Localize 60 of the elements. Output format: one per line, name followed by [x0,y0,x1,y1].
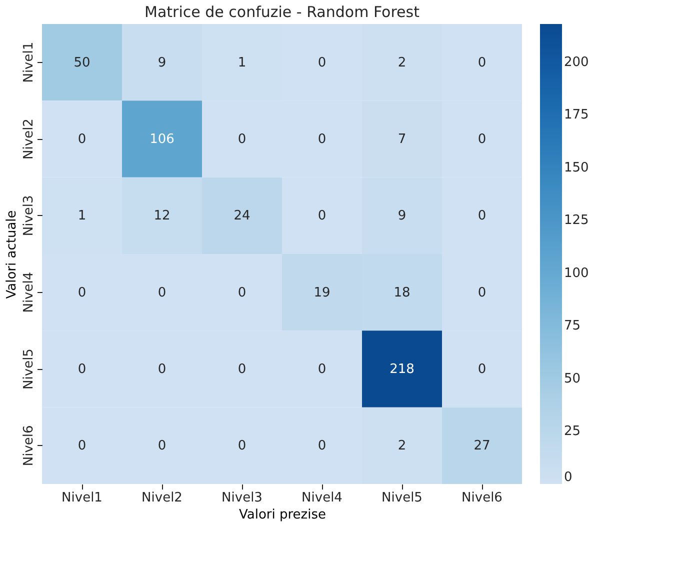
y-axis-title: Valori actuale [4,210,20,299]
data-label: 24 [234,208,250,224]
data-label: 0 [78,132,86,147]
data-label: 50 [74,55,90,70]
x-tick-label: Nivel4 [302,490,342,506]
data-label: 0 [318,55,326,70]
data-label: 19 [314,285,330,300]
data-label: 0 [478,55,486,70]
data-label: 18 [394,285,410,300]
y-tick-label: Nivel5 [22,348,36,390]
data-label: 0 [238,362,246,377]
data-label: 2 [398,438,406,454]
data-label: 0 [158,285,166,300]
data-label: 0 [158,438,166,454]
x-tick-label: Nivel5 [382,490,422,506]
color-bar-label: 200 [564,54,589,70]
y-tick-label: Nivel4 [22,272,36,313]
color-bar-label: 75 [564,318,581,334]
data-label: 0 [478,285,486,300]
x-tick-label: Nivel6 [462,490,502,506]
color-bar-label: 175 [564,108,589,123]
y-tick-label: Nivel6 [22,425,36,466]
data-label: 0 [318,438,326,454]
color-bar-label: 150 [564,160,589,176]
color-bar-label: 125 [564,213,589,228]
x-tick-label: Nivel3 [222,490,262,506]
data-label: 2 [398,55,406,70]
data-label: 9 [158,55,166,70]
data-label: 7 [398,132,406,147]
data-label: 0 [478,132,486,147]
data-label: 1 [78,208,86,224]
y-tick-label: Nivel2 [22,118,36,160]
data-label: 1 [238,55,246,70]
x-tick-label: Nivel1 [62,490,102,506]
data-label: 9 [398,208,406,224]
y-tick-label: Nivel3 [22,195,36,236]
chart-title: Matrice de confuzie - Random Forest [144,3,420,21]
data-label: 106 [150,132,174,147]
data-label: 0 [238,285,246,300]
y-tick-label: Nivel1 [22,42,36,83]
data-label: 218 [390,362,414,377]
data-label: 0 [78,438,86,454]
data-label: 0 [318,132,326,147]
data-label: 0 [78,285,86,300]
color-bar-label: 0 [564,470,572,485]
data-label: 0 [238,132,246,147]
data-label: 0 [158,362,166,377]
data-label: 0 [78,362,86,377]
color-bar-label: 50 [564,371,581,386]
data-label: 12 [154,208,170,224]
data-label: 0 [478,208,486,224]
color-bar-label: 25 [564,424,581,440]
x-tick-label: Nivel2 [142,490,182,506]
color-bar-label: 100 [564,266,589,281]
data-label: 0 [478,362,486,377]
data-label: 0 [238,438,246,454]
x-axis-title: Valori prezise [238,508,326,522]
data-label: 27 [474,438,490,454]
data-label: 0 [318,362,326,377]
data-label: 0 [318,208,326,224]
